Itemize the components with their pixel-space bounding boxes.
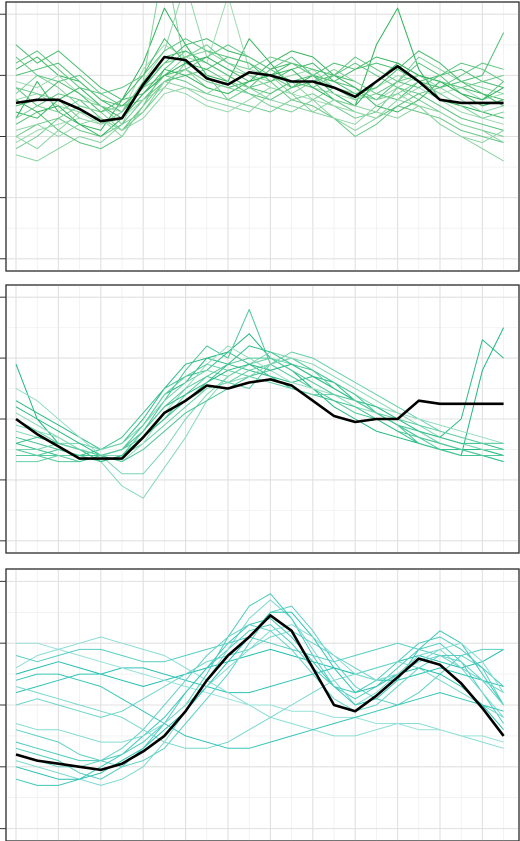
series-line: [15, 50, 504, 113]
series-line: [15, 56, 504, 137]
series-line: [15, 636, 504, 749]
series-line: [15, 7, 504, 131]
mean-line: [15, 378, 504, 460]
mean-line: [15, 614, 505, 772]
series-group: [15, 593, 505, 786]
panel-border: [5, 284, 520, 554]
panel-border: [5, 1, 520, 272]
series-line: [16, 357, 504, 463]
series-line: [15, 38, 504, 113]
series-group: [15, 308, 505, 499]
series-line: [15, 363, 504, 463]
series-line: [15, 68, 504, 150]
series-line: [16, 357, 504, 450]
series-line: [15, 648, 504, 687]
series-line: [15, 345, 504, 463]
series-line: [15, 673, 504, 749]
mean-line: [15, 55, 504, 123]
series-line: [15, 32, 505, 107]
chart-panel-1: [0, 1, 520, 272]
series-group: [15, 2, 505, 162]
series-line: [15, 667, 504, 694]
series-line: [15, 74, 504, 144]
series-line: [15, 593, 504, 762]
series-line: [15, 81, 504, 150]
series-line: [15, 661, 504, 749]
series-line: [15, 363, 504, 456]
series-line: [15, 599, 504, 786]
chart-panel-3: [0, 568, 520, 841]
panel-border: [5, 568, 520, 841]
chart-panel-2: [0, 284, 520, 554]
series-line: [16, 642, 504, 743]
